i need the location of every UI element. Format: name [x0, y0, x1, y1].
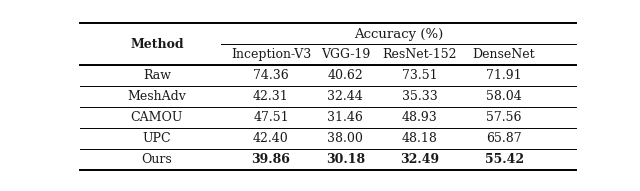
Text: MeshAdv: MeshAdv — [127, 90, 186, 103]
Text: Accuracy (%): Accuracy (%) — [354, 28, 444, 41]
Text: 32.44: 32.44 — [328, 90, 364, 103]
Text: 42.40: 42.40 — [253, 132, 289, 145]
Text: 38.00: 38.00 — [328, 132, 364, 145]
Text: 58.04: 58.04 — [486, 90, 522, 103]
Text: 39.86: 39.86 — [252, 153, 291, 166]
Text: CAMOU: CAMOU — [131, 111, 183, 124]
Text: Ours: Ours — [141, 153, 172, 166]
Text: 31.46: 31.46 — [328, 111, 364, 124]
Text: 30.18: 30.18 — [326, 153, 365, 166]
Text: 73.51: 73.51 — [402, 69, 438, 82]
Text: 48.93: 48.93 — [402, 111, 438, 124]
Text: 57.56: 57.56 — [486, 111, 522, 124]
Text: DenseNet: DenseNet — [473, 48, 536, 61]
Text: Method: Method — [130, 38, 184, 51]
Text: ResNet-152: ResNet-152 — [383, 48, 457, 61]
Text: Raw: Raw — [143, 69, 171, 82]
Text: 74.36: 74.36 — [253, 69, 289, 82]
Text: 35.33: 35.33 — [402, 90, 438, 103]
Text: 32.49: 32.49 — [400, 153, 439, 166]
Text: Inception-V3: Inception-V3 — [231, 48, 311, 61]
Text: 47.51: 47.51 — [253, 111, 289, 124]
Text: 40.62: 40.62 — [328, 69, 364, 82]
Text: 55.42: 55.42 — [484, 153, 524, 166]
Text: 71.91: 71.91 — [486, 69, 522, 82]
Text: 42.31: 42.31 — [253, 90, 289, 103]
Text: UPC: UPC — [143, 132, 171, 145]
Text: VGG-19: VGG-19 — [321, 48, 370, 61]
Text: 48.18: 48.18 — [402, 132, 438, 145]
Text: 65.87: 65.87 — [486, 132, 522, 145]
